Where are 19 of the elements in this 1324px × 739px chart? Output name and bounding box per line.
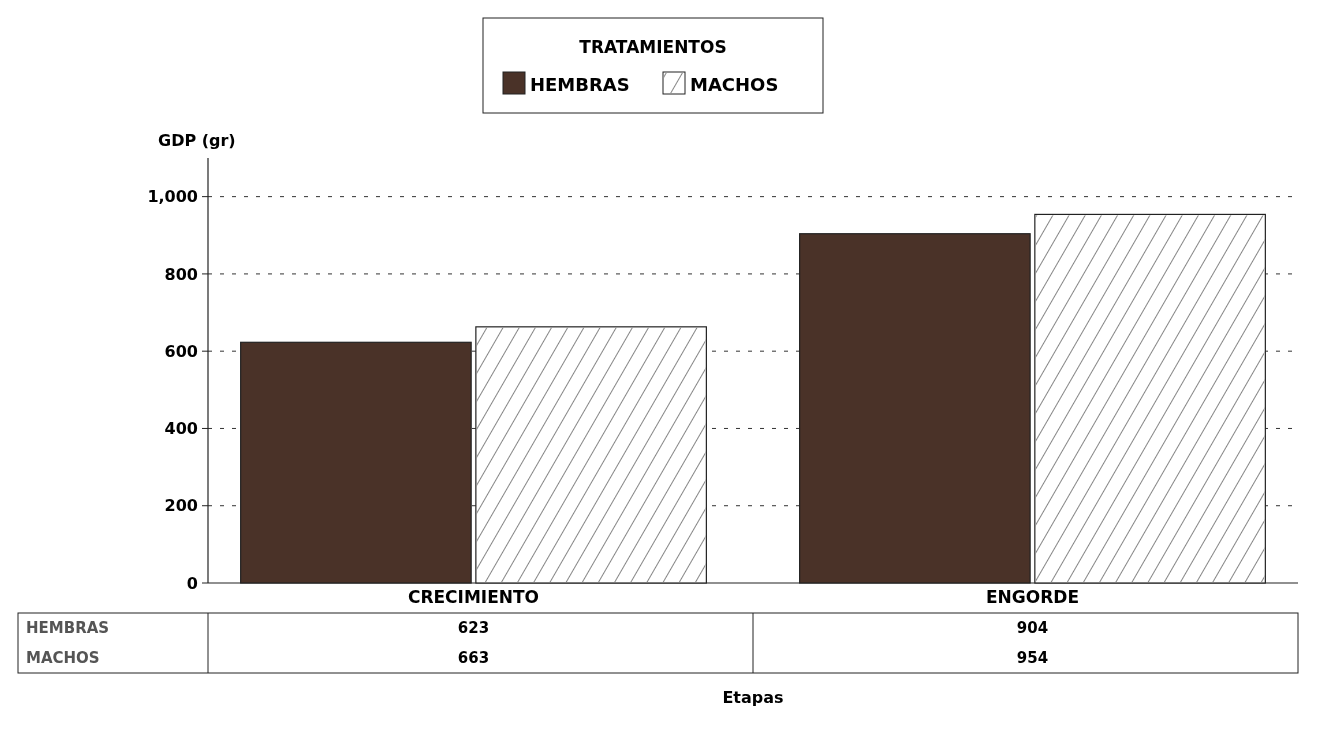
y-tick-label: 200 — [164, 496, 198, 516]
x-tick-label: ENGORDE — [985, 586, 1080, 607]
y-tick-label: 800 — [164, 264, 198, 284]
y-tick-label: 600 — [164, 341, 198, 361]
text: Etapas — [722, 688, 784, 707]
legend-title: TRATAMIENTOS — [579, 37, 727, 57]
data-label: 663 — [457, 649, 490, 668]
x-tick-label: CRECIMIENTO — [407, 586, 540, 607]
y-axis-title: GDP (gr) — [158, 131, 236, 150]
y-tick-label: 1,000 — [147, 187, 198, 207]
text: HEMBRAS — [26, 619, 110, 638]
data-label: 954 — [1016, 649, 1049, 668]
data-label: 904 — [1016, 619, 1049, 638]
y-tick-label: 400 — [164, 419, 198, 439]
legend-label: HEMBRAS — [530, 74, 630, 95]
legend-label: MACHOS — [690, 74, 779, 95]
text: MACHOS — [26, 649, 100, 668]
y-tick-label: 0 — [186, 573, 198, 593]
data-label: 623 — [457, 619, 490, 638]
